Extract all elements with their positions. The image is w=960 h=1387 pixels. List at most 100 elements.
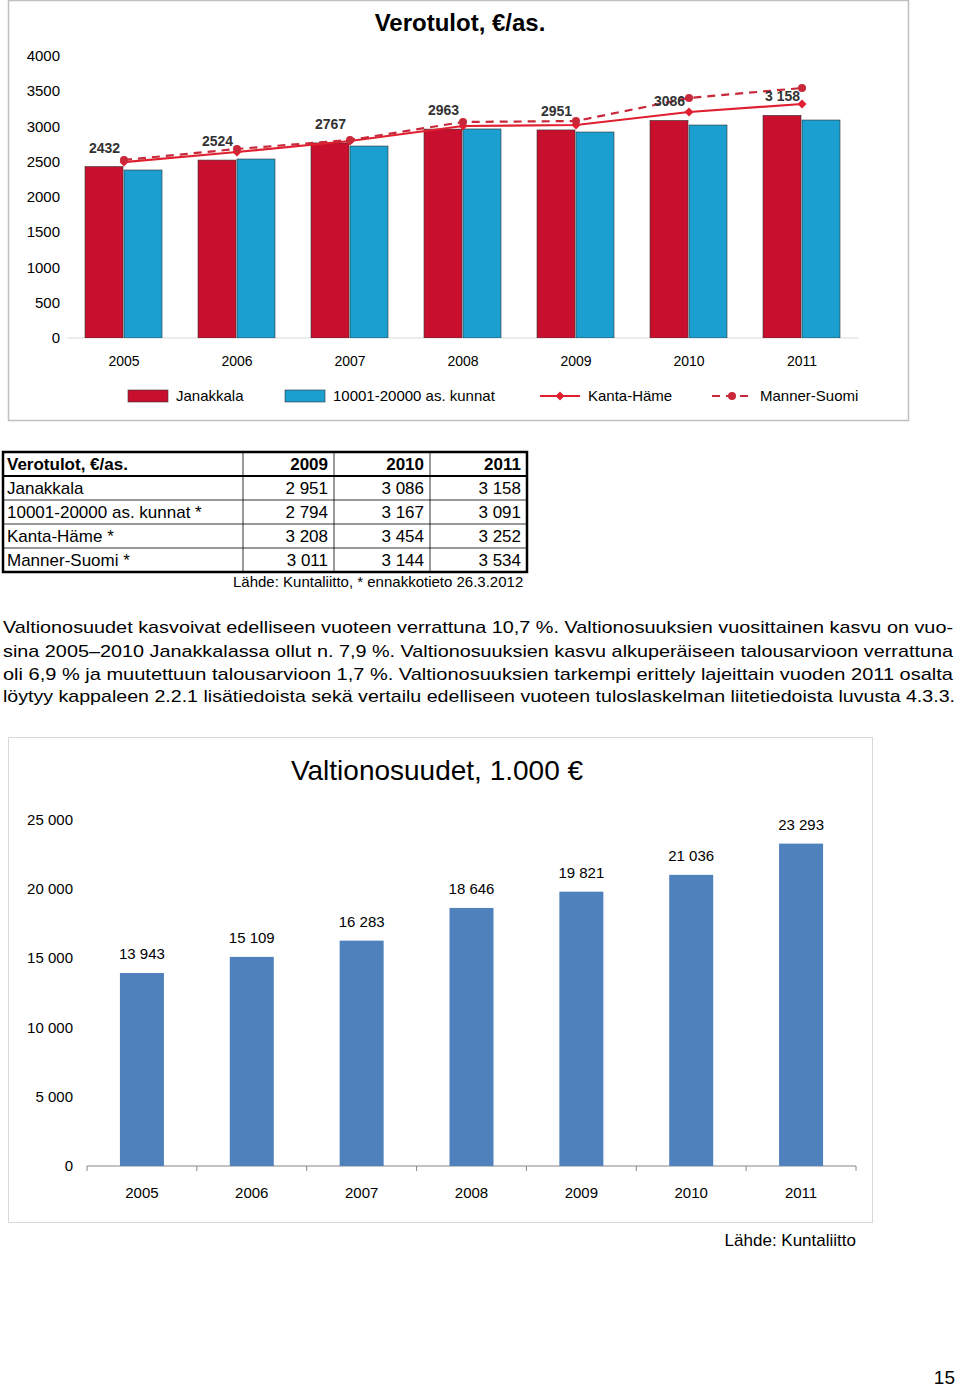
data-label: 13 943: [119, 945, 165, 962]
data-label: 19 821: [558, 864, 604, 881]
bar: [85, 167, 123, 338]
y-tick: [84, 958, 87, 959]
y-tick: [64, 267, 68, 268]
bar: [669, 875, 713, 1166]
bar: [763, 115, 801, 338]
data-label: 3086: [654, 93, 685, 109]
legend-label: Janakkala: [176, 387, 244, 404]
y-tick-label: 5 000: [35, 1088, 73, 1105]
table-rule: [334, 452, 335, 572]
text-line: oli 6,9 % ja muutettuun talousarvioon 1,…: [3, 665, 954, 684]
x-tick: [526, 1166, 527, 1171]
x-tick-label: 2005: [125, 1184, 158, 1201]
table-rule: [3, 548, 527, 549]
table-rule: [243, 452, 244, 572]
x-tick: [636, 1166, 637, 1171]
bar: [350, 146, 388, 338]
x-tick-label: 2008: [455, 1184, 488, 1201]
y-tick-label: 3000: [27, 118, 60, 135]
table-note: Lähde: Kuntaliitto, * ennakkotieto 26.3.…: [233, 573, 523, 590]
marker: [233, 145, 241, 153]
chart-title: Valtionosuudet, 1.000 €: [291, 755, 584, 786]
table-cell: 3 158: [478, 479, 521, 498]
x-tick-label: 2007: [334, 353, 365, 369]
table-cell: 3 534: [478, 551, 521, 570]
y-tick: [64, 338, 68, 339]
y-tick-label: 1000: [27, 259, 60, 276]
data-label: 2951: [541, 103, 572, 119]
table-cell: 2010: [386, 455, 424, 474]
marker: [685, 107, 694, 116]
text-line: löytyy kappaleen 2.2.1 lisätiedoista sek…: [3, 687, 955, 706]
y-tick: [64, 302, 68, 303]
x-tick-label: 2007: [345, 1184, 378, 1201]
table-rule: [3, 475, 527, 477]
table-cell: 10001-20000 as. kunnat *: [7, 503, 202, 522]
table-cell: Manner-Suomi *: [7, 551, 130, 570]
y-tick-label: 2000: [27, 188, 60, 205]
plot-area: [85, 84, 840, 338]
bar: [537, 130, 575, 338]
table-cell: 2011: [484, 455, 521, 474]
data-label: 2432: [89, 140, 120, 156]
bar: [463, 129, 501, 338]
bar: [311, 143, 349, 338]
bar: [340, 941, 384, 1166]
line: [124, 88, 802, 160]
table-cell: 3 208: [285, 527, 328, 546]
table-cell: 2 951: [285, 479, 328, 498]
page-number: 15: [934, 1367, 955, 1387]
table-rule: [430, 452, 431, 572]
x-tick: [856, 1166, 857, 1171]
bar: [120, 973, 164, 1166]
y-tick-label: 0: [65, 1157, 73, 1174]
x-tick-label: 2006: [235, 1184, 268, 1201]
bar: [450, 908, 494, 1166]
chart-title: Verotulot, €/as.: [375, 9, 546, 36]
x-tick: [306, 1166, 307, 1171]
data-label: 3 158: [765, 88, 800, 104]
table-cell: 3 144: [381, 551, 424, 570]
x-tick: [746, 1166, 747, 1171]
legend-label: Manner-Suomi: [760, 387, 858, 404]
legend: Janakkala10001-20000 as. kunnatKanta-Häm…: [128, 387, 858, 404]
table-border: [3, 452, 527, 572]
chart-valtionosuudet: Valtionosuudet, 1.000 €05 00010 00015 00…: [9, 738, 873, 1223]
y-tick-label: 4000: [27, 47, 60, 64]
marker: [120, 156, 128, 164]
x-tick-label: 2011: [785, 1184, 817, 1201]
table-cell: Kanta-Häme *: [7, 527, 114, 546]
table: Verotulot, €/as.200920102011Janakkala2 9…: [3, 452, 527, 590]
y-tick-label: 0: [52, 329, 60, 346]
marker: [459, 118, 467, 126]
x-tick-label: 2005: [108, 353, 139, 369]
table-cell: 2009: [290, 455, 328, 474]
y-tick: [84, 820, 87, 821]
bar: [802, 120, 840, 338]
x-tick-label: 2011: [787, 353, 817, 369]
y-tick-label: 1500: [27, 223, 60, 240]
marker: [685, 94, 693, 102]
legend-marker: [728, 392, 736, 400]
table-cell: Verotulot, €/as.: [7, 455, 128, 474]
data-label: 16 283: [339, 913, 385, 930]
y-tick-label: 25 000: [27, 811, 73, 828]
y-tick: [64, 197, 68, 198]
marker: [572, 117, 580, 125]
table-cell: 3 091: [478, 503, 521, 522]
y-tick: [84, 1027, 87, 1028]
legend-label: Kanta-Häme: [588, 387, 672, 404]
data-label: 15 109: [229, 929, 275, 946]
bar: [424, 129, 462, 338]
bar: [779, 844, 823, 1166]
bar: [689, 125, 727, 338]
y-tick: [64, 126, 68, 127]
bar: [559, 892, 603, 1166]
chart-verotulot: Verotulot, €/as.050010001500200025003000…: [9, 1, 909, 421]
legend-marker: [556, 392, 565, 401]
y-tick-label: 2500: [27, 153, 60, 170]
data-label: 2524: [202, 133, 233, 149]
y-tick-label: 20 000: [27, 880, 73, 897]
data-labels: 2432252427672963295130863 158: [89, 88, 800, 155]
bar: [576, 132, 614, 338]
